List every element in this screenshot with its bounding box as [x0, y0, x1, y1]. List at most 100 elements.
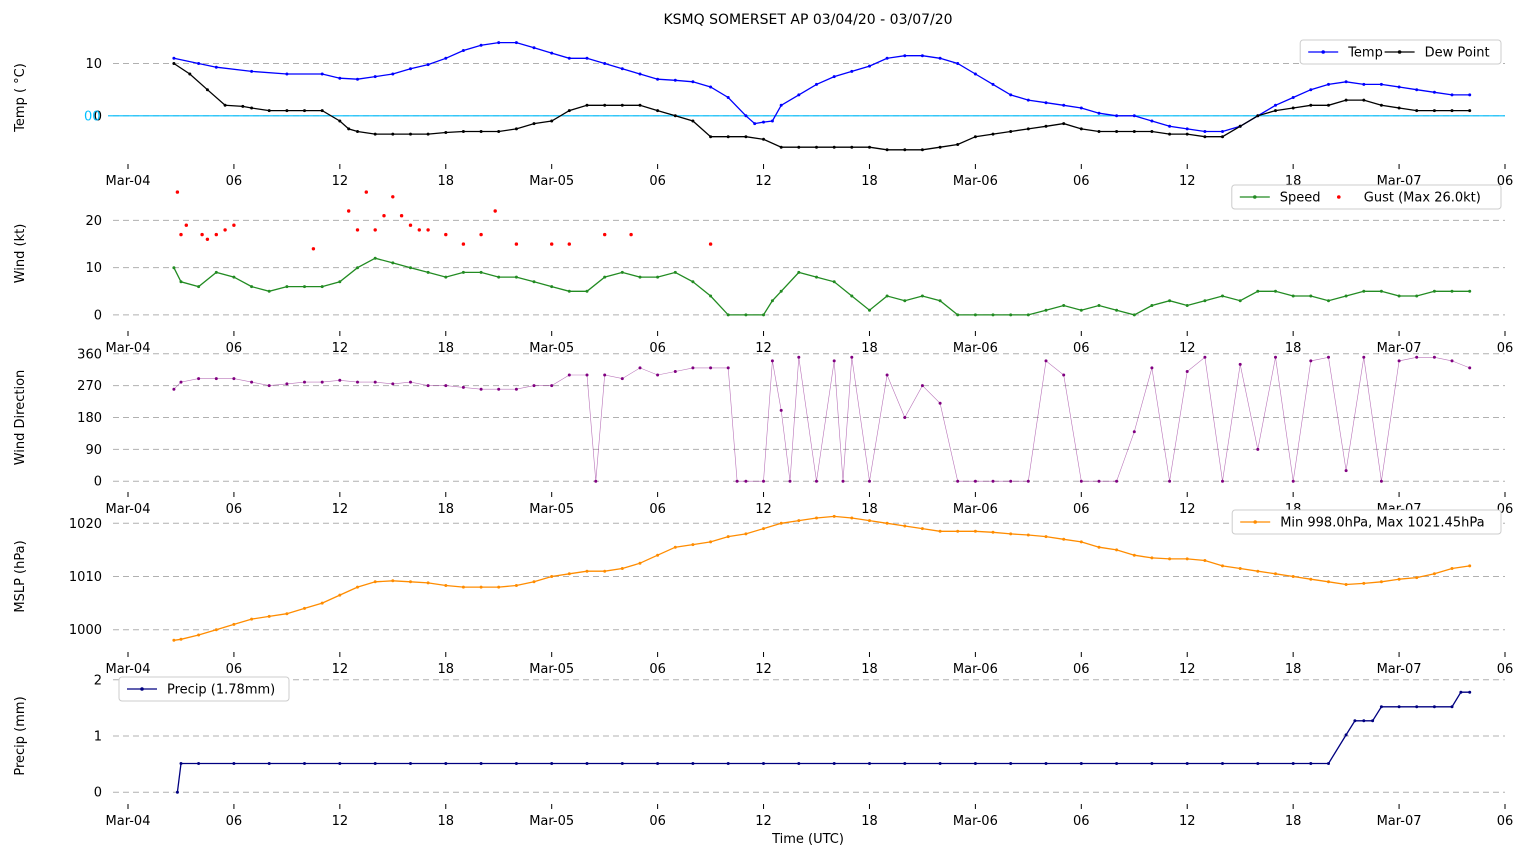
data-point [567, 373, 571, 377]
data-point [903, 148, 907, 152]
data-point [461, 270, 465, 274]
legend-label: Min 998.0hPa, Max 1021.45hPa [1280, 516, 1484, 531]
data-point [1062, 373, 1066, 377]
data-point [779, 289, 783, 293]
data-point [815, 516, 818, 520]
data-point [550, 575, 554, 578]
data-point [920, 54, 924, 58]
data-point [214, 270, 218, 274]
data-point [1044, 535, 1048, 539]
data-point [673, 270, 677, 274]
data-point [1062, 304, 1066, 307]
x-tick-label: Mar-04 [106, 502, 151, 517]
data-point [567, 242, 571, 246]
data-point [1256, 289, 1260, 293]
data-point [1185, 370, 1189, 373]
data-point [1097, 304, 1101, 307]
data-point [1026, 127, 1030, 131]
data-point [1415, 88, 1419, 92]
data-point [1415, 355, 1419, 359]
y-tick-label: 2 [94, 673, 102, 688]
x-tick-label: Mar-07 [1377, 341, 1422, 356]
data-point [311, 247, 316, 251]
x-tick-label: 18 [1285, 814, 1302, 829]
y-tick-label: 1 [94, 730, 102, 745]
legend-label: Dew Point [1425, 46, 1490, 61]
data-point [267, 384, 271, 388]
data-point [850, 145, 854, 149]
data-point [1221, 479, 1224, 483]
data-point [973, 479, 977, 483]
x-tick-label: 06 [649, 502, 666, 517]
data-point [673, 114, 677, 118]
legend-marker [1397, 50, 1402, 54]
legend-marker [1321, 50, 1325, 54]
series-2-1 [172, 256, 1472, 317]
x-tick-label: Mar-05 [529, 662, 574, 677]
data-point [603, 275, 607, 279]
data-point [1274, 289, 1277, 293]
data-point [567, 56, 571, 60]
data-point [938, 529, 942, 533]
panel-3: 0 90 180 270 360 Mar-04 06 12 18 Mar-05 06 12 18 Mar-… [13, 347, 1513, 517]
data-point [303, 109, 306, 113]
data-point [1468, 690, 1472, 694]
x-tick-label: 18 [437, 662, 454, 677]
data-point [1115, 114, 1119, 118]
series-4-1 [172, 514, 1472, 642]
data-point [1450, 567, 1454, 570]
data-point [391, 72, 395, 76]
data-point [1468, 109, 1472, 113]
data-point [1132, 114, 1136, 118]
data-point [409, 762, 412, 765]
series-line [176, 691, 1470, 793]
data-point [903, 54, 907, 58]
data-point [1168, 557, 1172, 561]
data-point [762, 137, 765, 141]
data-point [691, 366, 695, 370]
series-line [173, 257, 1470, 316]
data-point [585, 762, 589, 765]
legend-label: Speed [1280, 191, 1321, 206]
data-point [356, 266, 359, 270]
data-point [250, 617, 254, 621]
data-point [175, 790, 179, 794]
x-tick-label: 18 [861, 814, 878, 829]
data-point [991, 82, 995, 86]
legend: Precip (1.78mm) [118, 676, 290, 702]
data-point [938, 401, 942, 405]
data-point [1044, 101, 1048, 105]
data-point [832, 75, 836, 79]
data-point [355, 228, 360, 232]
data-point [603, 62, 607, 65]
data-point [1309, 359, 1313, 363]
data-point [1221, 130, 1224, 133]
data-point [1450, 289, 1454, 293]
data-point [1362, 719, 1366, 723]
data-point [1203, 135, 1207, 139]
legend-marker [140, 687, 144, 691]
data-point [1062, 122, 1066, 126]
data-point [1238, 567, 1242, 570]
x-tick-label: Mar-07 [1377, 662, 1422, 677]
x-tick-label: Mar-05 [529, 341, 574, 356]
x-tick-label: 12 [1179, 174, 1196, 189]
data-point [762, 762, 765, 765]
data-point [250, 285, 254, 289]
data-point [956, 479, 960, 483]
data-point [709, 366, 713, 370]
data-point [1185, 557, 1189, 561]
data-point [832, 280, 836, 284]
data-point [232, 275, 236, 279]
data-point [179, 762, 183, 765]
legend-box [118, 676, 290, 702]
data-point [973, 762, 977, 765]
data-point [638, 275, 642, 279]
data-point [726, 135, 730, 139]
data-point [1221, 294, 1224, 298]
x-tick-label: Mar-06 [953, 174, 998, 189]
data-point [1309, 577, 1313, 581]
data-point [885, 56, 889, 60]
data-point [815, 82, 818, 86]
data-point [885, 521, 889, 525]
